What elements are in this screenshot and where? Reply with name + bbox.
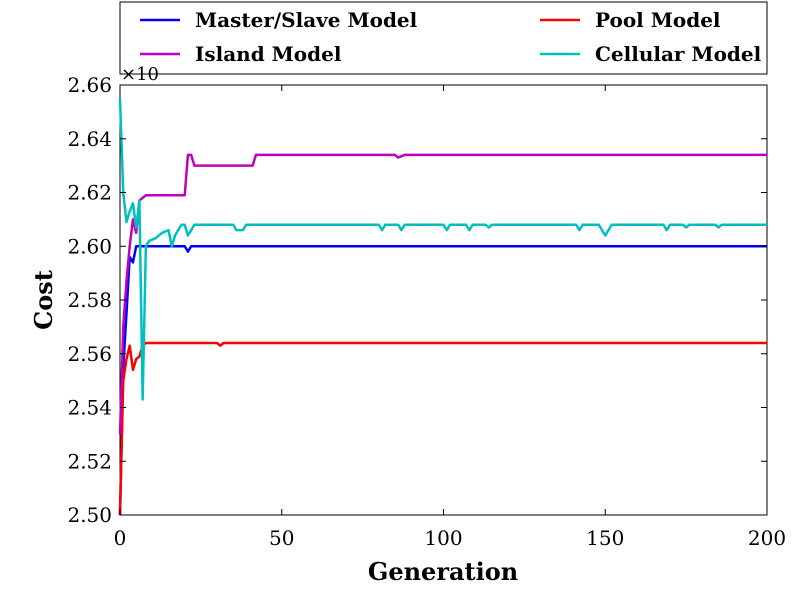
y-tick-label: 2.66 [67,73,112,97]
x-axis-label: Generation [368,557,518,586]
series-line-3 [118,153,767,435]
legend-label: Master/Slave Model [195,8,418,32]
y-tick-label: 2.54 [67,396,112,420]
x-tick-label: 50 [269,526,294,550]
x-tick-label: 200 [748,526,786,550]
series-group [118,98,767,516]
series-line-1 [118,245,767,516]
y-tick-label: 2.52 [67,449,112,473]
series-line-4 [118,98,767,401]
y-offset-text: ×10 [121,64,159,85]
y-tick-label: 2.62 [67,181,112,205]
legend: Master/Slave Model Island Model Pool Model… [140,8,762,66]
y-tick-label: 2.50 [67,503,112,527]
y-tick-label: 2.58 [67,288,112,312]
ticks-group: 0 50 100 150 200 2.50 2.52 2.54 2.56 2.58 2.60 2.62… [67,73,786,550]
x-tick-label: 0 [114,526,127,550]
x-tick-label: 150 [586,526,624,550]
legend-label: Cellular Model [595,42,762,66]
legend-label: Pool Model [595,8,721,32]
y-tick-label: 2.64 [67,127,112,151]
y-tick-label: 2.60 [67,234,112,258]
series-line-2 [118,341,767,516]
legend-box [119,1,768,75]
y-tick-label: 2.56 [67,342,112,366]
y-axis-label: Cost [29,270,58,330]
legend-label: Island Model [195,42,342,66]
x-tick-label: 100 [424,526,462,550]
plot-frame [119,84,768,516]
